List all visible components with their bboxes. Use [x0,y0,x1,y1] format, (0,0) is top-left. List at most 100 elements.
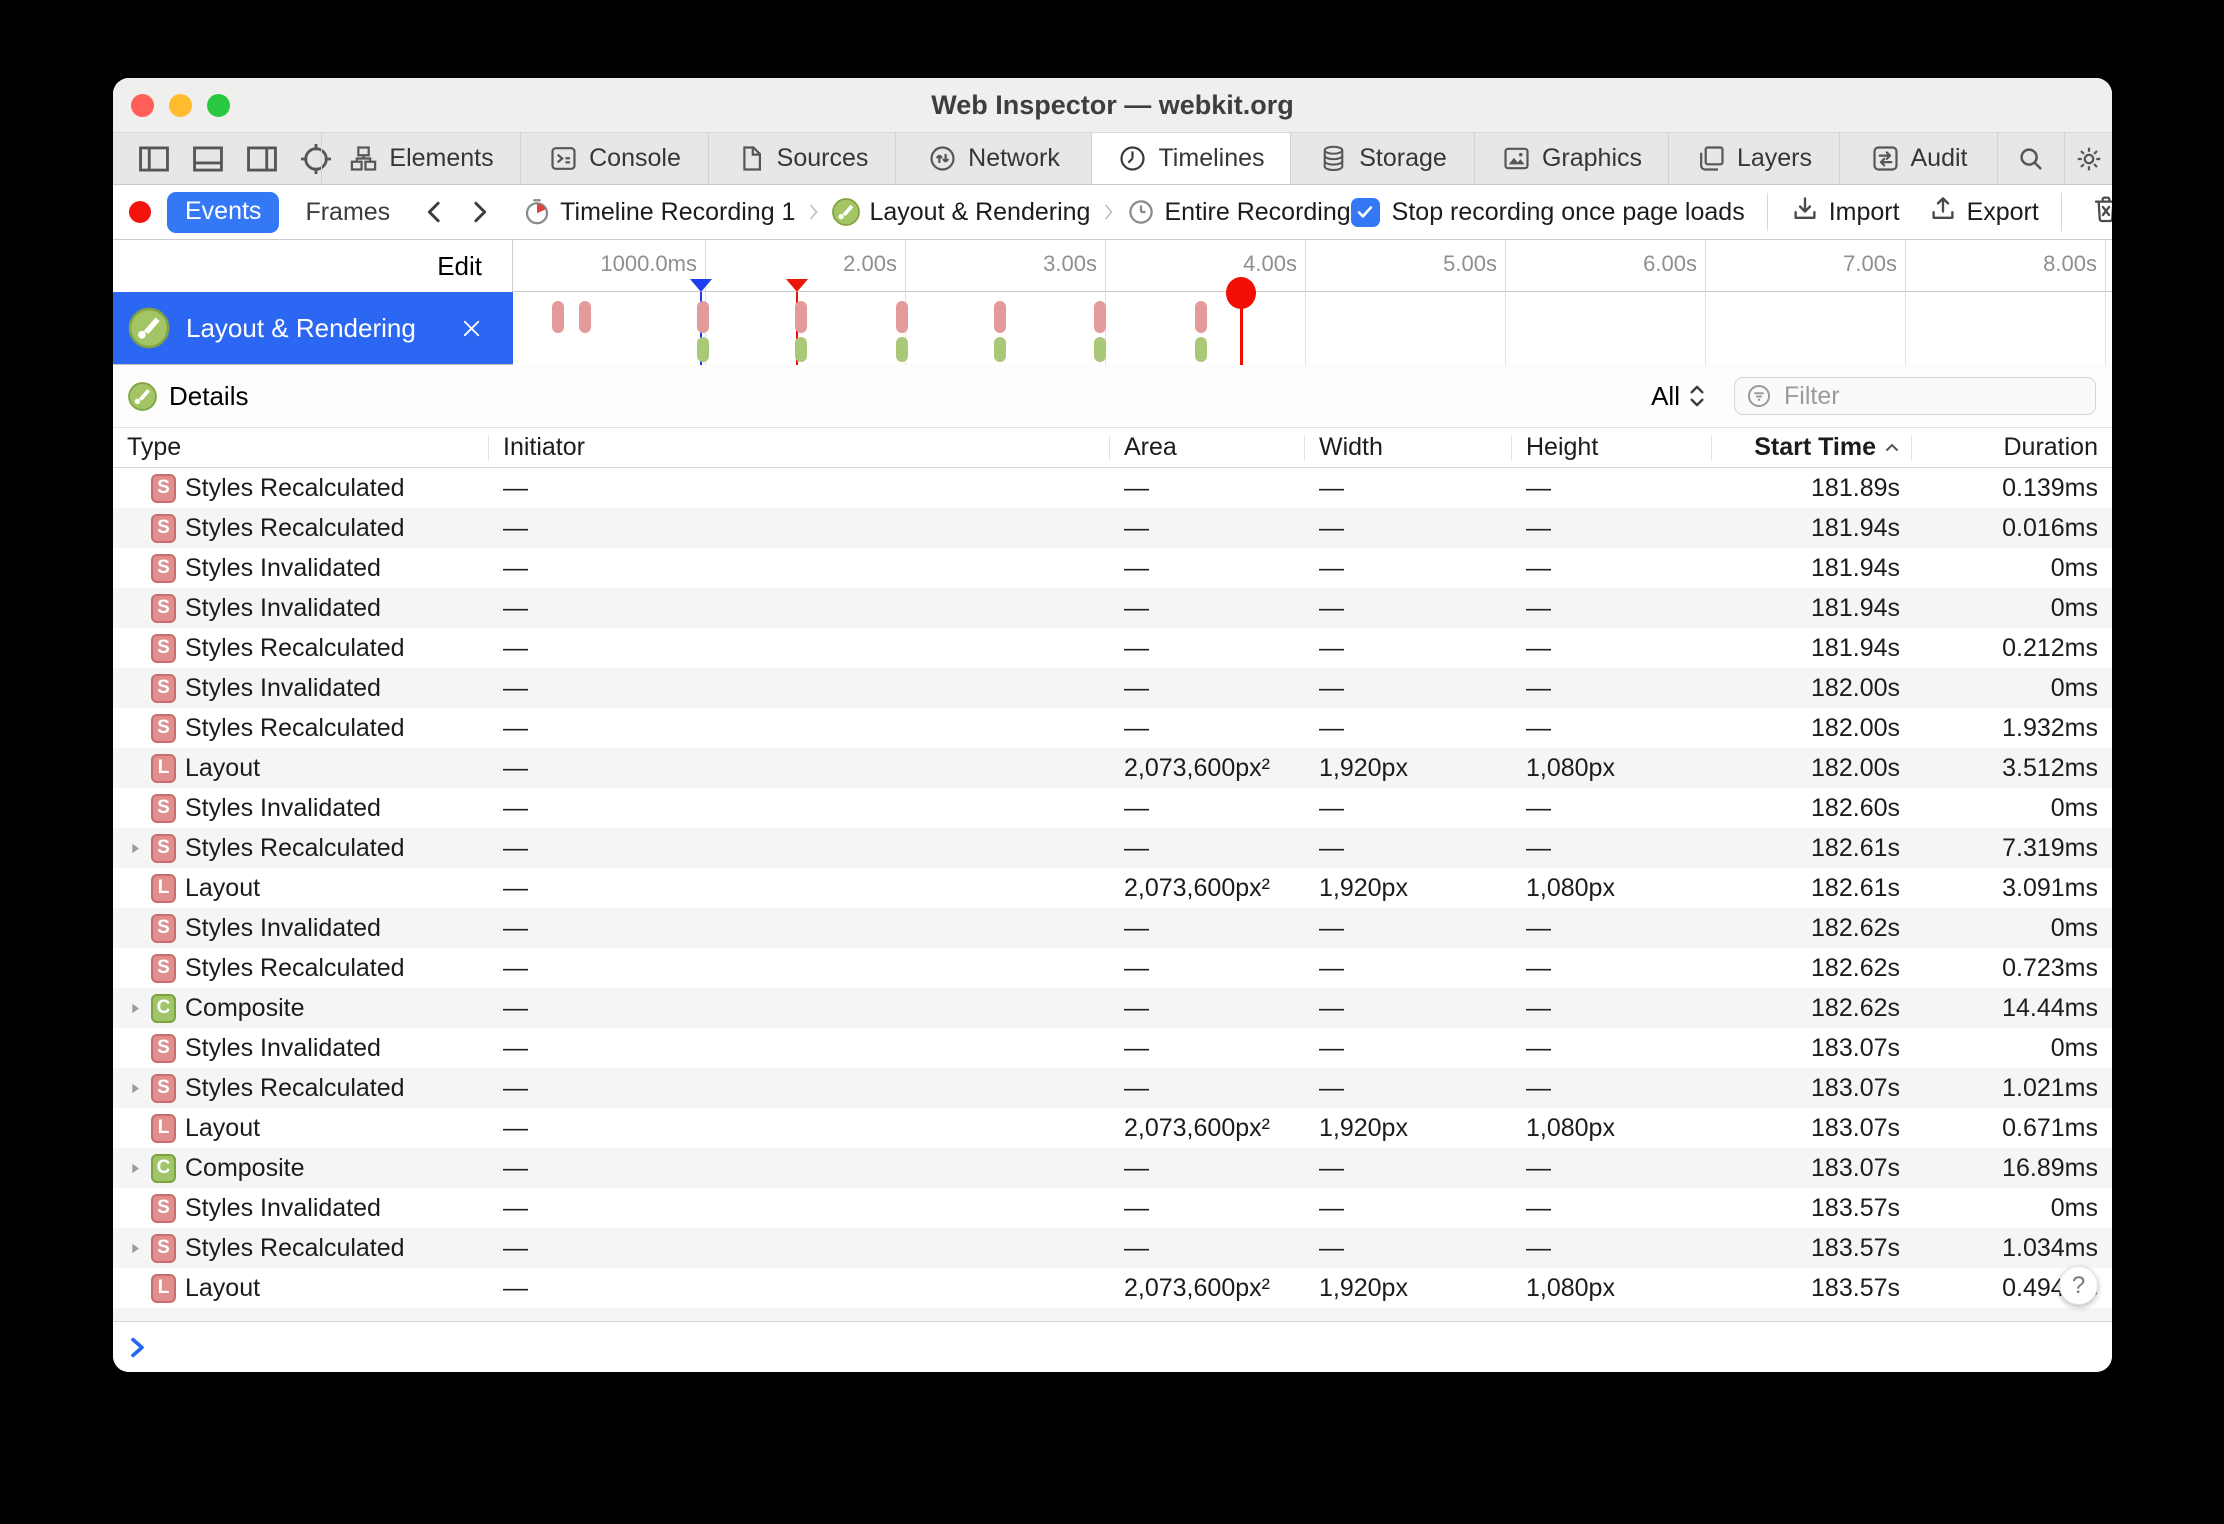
column-header-duration[interactable]: Duration [2003,433,2099,461]
current-time-handle[interactable] [1226,277,1256,309]
composite-event-bar[interactable] [1195,337,1207,362]
column-header-area[interactable]: Area [1124,433,1177,461]
back-button[interactable] [420,197,450,227]
disclosure-triangle-icon[interactable] [127,1239,151,1257]
table-row[interactable]: S Styles Invalidated — — — — 182.62s 0ms [113,908,2112,948]
disclosure-triangle-icon[interactable] [127,999,151,1017]
dock-right-icon[interactable] [243,140,281,178]
forward-button[interactable] [464,197,494,227]
filter-input[interactable] [1782,380,2085,412]
styles-event-bar[interactable] [552,301,564,333]
table-row[interactable]: S Styles Invalidated — — — — 181.94s 0ms [113,588,2112,628]
cell-area: — [1124,673,1149,702]
column-header-width[interactable]: Width [1319,433,1383,461]
composite-event-bar[interactable] [795,337,807,362]
table-row[interactable]: S Styles Recalculated — — — — 182.00s 1.932ms [113,708,2112,748]
styles-event-bar[interactable] [994,301,1006,333]
table-row[interactable]: S Styles Recalculated — — — — 183.57s 1.034ms [113,1228,2112,1268]
timeline-ruler[interactable]: 1000.0ms 2.00s 3.00s 4.00s 5.00s 6.00s 7.00s 8.… [513,240,2112,292]
events-toggle[interactable]: Events [167,191,280,233]
styles-event-bar[interactable] [579,301,591,333]
breadcrumb-item[interactable]: Entire Recording [1126,197,1351,227]
table-row[interactable]: S Styles Invalidated — — — — 181.94s 0ms [113,548,2112,588]
table-row[interactable]: S Styles Recalculated — — — — 183.07s 1.021ms [113,1068,2112,1108]
inspect-target-icon[interactable] [297,140,335,178]
cell-width: — [1319,1033,1344,1062]
edit-instruments-button[interactable]: Edit [113,240,513,292]
composite-event-bar[interactable] [994,337,1006,362]
breadcrumb-item[interactable]: Timeline Recording 1 [522,197,795,227]
table-row[interactable]: S Styles Recalculated — — — — 182.61s 7.319ms [113,828,2112,868]
styles-event-bar[interactable] [896,301,908,333]
styles-event-bar[interactable] [697,301,709,333]
table-row[interactable]: L Layout — 2,073,600px² 1,920px 1,080px 183.07… [113,1108,2112,1148]
timeline-graph[interactable]: 1000.0ms 2.00s 3.00s 4.00s 5.00s 6.00s 7.00s 8.… [513,240,2112,365]
clear-timeline-button[interactable] [2090,193,2112,232]
dock-left-icon[interactable] [135,140,173,178]
timeline-events-chart[interactable] [513,277,2112,365]
composite-event-bar[interactable] [697,337,709,362]
search-button[interactable] [1997,133,2064,184]
table-row[interactable]: L Layout — 2,073,600px² 1,920px 1,080px 182.61… [113,868,2112,908]
close-window-button[interactable] [131,94,154,117]
tab-storage[interactable]: Storage [1290,133,1474,184]
ruler-tick-label: 8.00s [2043,251,2097,276]
table-row[interactable]: S Styles Invalidated — — — — 182.60s 0ms [113,788,2112,828]
minimize-window-button[interactable] [169,94,192,117]
record-button[interactable] [129,201,151,223]
settings-button[interactable] [2064,133,2112,184]
tab-timelines[interactable]: Timelines [1091,133,1290,184]
cell-area: — [1124,1233,1149,1262]
table-row[interactable]: C Composite — — — — 183.07s 16.89ms [113,1148,2112,1188]
cell-area: 2,073,600px² [1124,873,1270,902]
table-row[interactable]: L Layout — 2,073,600px² 1,920px 1,080px 183.57… [113,1268,2112,1308]
table-row[interactable]: S Styles Recalculated — — — — 182.62s 0.723ms [113,948,2112,988]
disclosure-triangle-icon[interactable] [127,839,151,857]
blue-marker-icon[interactable] [690,279,712,292]
frames-toggle[interactable]: Frames [305,197,391,226]
cell-initiator: — [503,1233,528,1262]
table-row[interactable]: L Layout — 2,073,600px² 1,920px 1,080px 182.00… [113,748,2112,788]
breadcrumb-item[interactable]: Layout & Rendering [831,197,1090,227]
tab-network[interactable]: Network [895,133,1091,184]
tab-console[interactable]: Console [520,133,708,184]
export-button[interactable]: Export [1928,194,2039,231]
scope-dropdown[interactable]: All [1651,381,1708,412]
styles-event-bar[interactable] [1195,301,1207,333]
tab-elements[interactable]: Elements [321,133,520,184]
filter-field[interactable] [1734,377,2096,415]
column-header-type[interactable]: Type [127,433,182,461]
tab-sources[interactable]: Sources [708,133,895,184]
styles-event-bar[interactable] [1094,301,1106,333]
table-row[interactable]: S Styles Invalidated — — — — 183.57s 0ms [113,1188,2112,1228]
tab-audit[interactable]: Audit [1839,133,1997,184]
table-row[interactable]: S Styles Recalculated — — — — 181.94s 0.016ms [113,508,2112,548]
column-header-height[interactable]: Height [1526,433,1599,461]
red-marker-icon[interactable] [786,279,808,292]
zoom-window-button[interactable] [207,94,230,117]
table-row[interactable]: S Styles Recalculated — — — — 181.94s 0.212ms [113,628,2112,668]
disclosure-triangle-icon[interactable] [127,1079,151,1097]
dock-bottom-icon[interactable] [189,140,227,178]
close-track-icon[interactable] [458,315,485,342]
table-row[interactable]: S Styles Recalculated — — — — 181.89s 0.139ms [113,468,2112,508]
import-button[interactable]: Import [1790,194,1900,231]
table-row[interactable]: S Styles Invalidated — — — — 182.00s 0ms [113,668,2112,708]
disclosure-triangle-icon[interactable] [127,1159,151,1177]
tab-graphics[interactable]: Graphics [1474,133,1668,184]
help-button[interactable]: ? [2059,1266,2098,1305]
table-row[interactable]: C Composite — — — — 182.62s 14.44ms [113,988,2112,1028]
cell-area: — [1124,833,1149,862]
table-row[interactable]: S Styles Invalidated — — — — 183.07s 0ms [113,1028,2112,1068]
event-type-badge: S [151,793,176,823]
column-header-start-time[interactable]: Start Time [1712,433,1912,462]
stop-recording-checkbox[interactable] [1350,197,1380,227]
styles-event-bar[interactable] [795,301,807,333]
composite-event-bar[interactable] [1094,337,1106,362]
quick-console-bar[interactable] [113,1322,2112,1372]
tab-layers[interactable]: Layers [1668,133,1839,184]
timeline-track-layout-rendering[interactable]: Layout & Rendering [113,292,513,364]
cell-height: — [1526,1153,1551,1182]
column-header-initiator[interactable]: Initiator [503,433,585,461]
composite-event-bar[interactable] [896,337,908,362]
